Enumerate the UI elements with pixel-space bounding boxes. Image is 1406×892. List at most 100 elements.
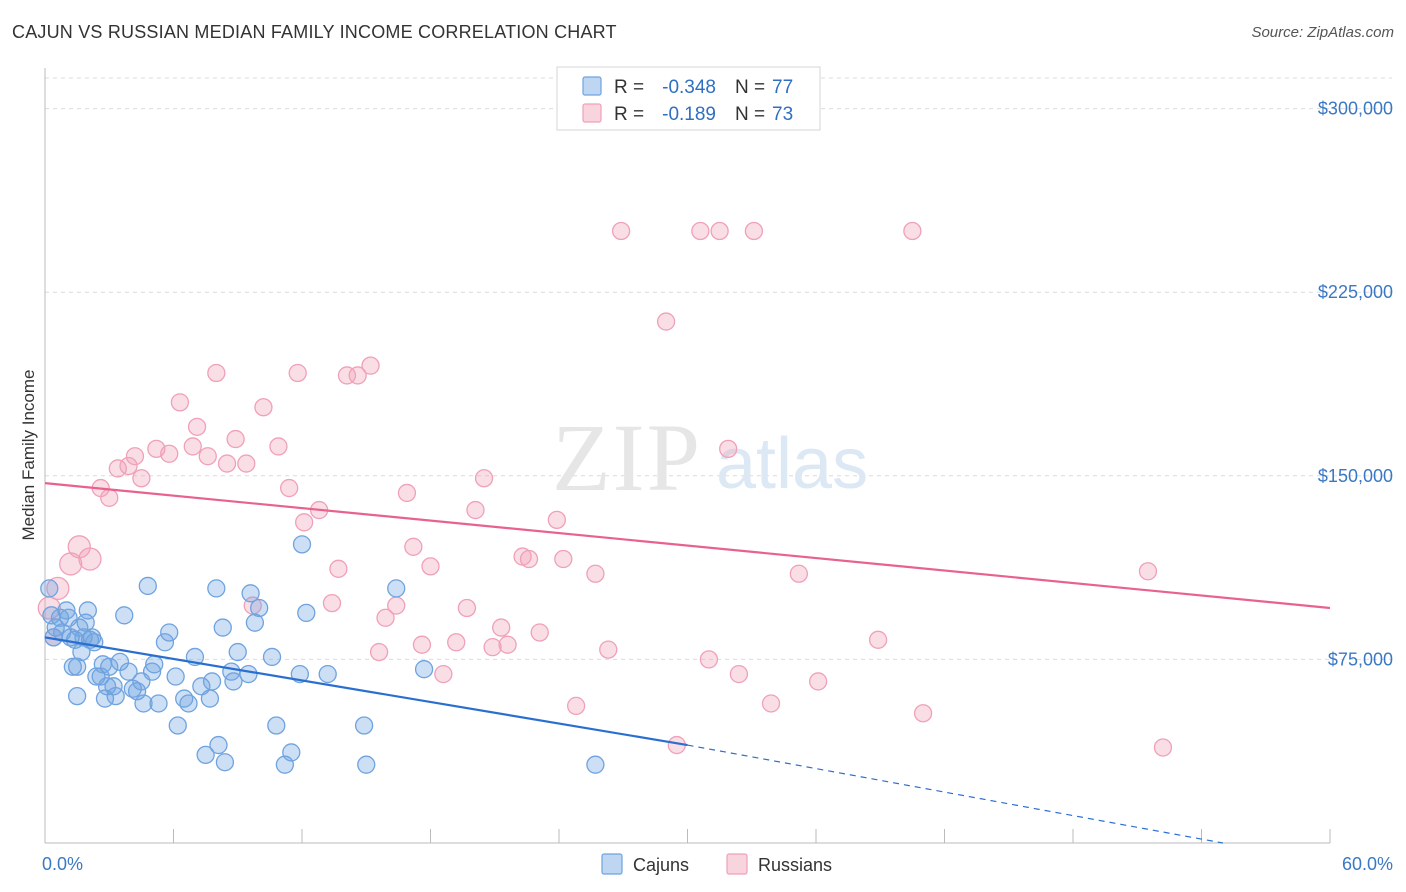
russian-point <box>207 363 226 383</box>
cajun-point <box>215 753 235 772</box>
cajun-point <box>155 633 175 652</box>
trend-lines <box>44 482 1331 844</box>
legend-r-label: R = <box>614 104 644 125</box>
russian-point <box>183 437 202 456</box>
y-tick-label: $75,000 <box>1328 649 1393 669</box>
cajun-point <box>267 716 286 735</box>
cajun-point <box>166 667 185 686</box>
x-tick-labels: 0.0% 60.0% <box>42 854 1393 874</box>
cajun-point <box>196 745 215 765</box>
russian-point <box>132 469 151 488</box>
cajun-point <box>145 655 164 674</box>
cajun-points <box>40 535 605 774</box>
watermark-atlas: atlas <box>716 424 868 504</box>
legend-n-value: 77 <box>772 77 793 98</box>
russian-point <box>611 221 631 241</box>
cajun-point <box>200 689 220 708</box>
russian-point <box>170 393 190 412</box>
cajun-point <box>245 613 265 632</box>
x-tick-label: 0.0% <box>42 854 83 874</box>
cajun-point <box>239 664 258 684</box>
russian-point <box>1138 562 1158 581</box>
cajun-point <box>202 672 222 691</box>
russian-point <box>599 640 618 659</box>
cajun-point <box>213 618 232 637</box>
cajuns-legend-swatch <box>601 853 623 875</box>
russian-point <box>397 483 417 503</box>
russian-point <box>903 221 922 241</box>
cajun-point <box>207 579 226 598</box>
cajun-point <box>40 579 59 598</box>
russian-point <box>404 537 423 556</box>
cajun-point <box>250 598 269 618</box>
cajun-point <box>67 657 87 676</box>
cajun-point <box>63 657 82 676</box>
russian-point <box>789 564 809 583</box>
russian-point <box>710 221 729 241</box>
cajun-trend-extension <box>687 744 1224 844</box>
cajun-point <box>586 755 605 774</box>
russian-point <box>187 417 207 436</box>
russian-point <box>412 635 432 654</box>
russian-point <box>447 633 466 652</box>
cajun-point <box>387 579 406 598</box>
cajun-point <box>100 657 119 676</box>
axes: Median Family Income <box>19 68 1331 844</box>
russian-point <box>519 549 539 569</box>
cajun-point <box>142 662 162 681</box>
cajun-point <box>357 755 376 774</box>
russian-point <box>586 564 605 583</box>
series-legend: Cajuns Russians <box>601 853 832 875</box>
cajun-point <box>57 601 76 620</box>
russian-point <box>119 456 138 476</box>
cajun-point <box>115 606 134 625</box>
cajun-point <box>292 535 312 554</box>
cajun-point <box>209 735 228 755</box>
russian-point <box>269 437 288 456</box>
watermark-zip: ZIP <box>552 404 702 511</box>
y-tick-label: $150,000 <box>1318 466 1393 486</box>
cajun-point <box>297 603 316 623</box>
cajun-point <box>241 584 260 603</box>
russian-point <box>492 618 511 637</box>
cajun-point <box>67 686 87 706</box>
russian-point <box>322 593 342 613</box>
cajun-trend-line <box>44 636 688 747</box>
cajun-point <box>354 716 374 735</box>
cajun-point <box>106 686 125 706</box>
russian-point <box>226 429 245 449</box>
cajun-point <box>85 633 104 652</box>
cajun-swatch <box>582 76 602 96</box>
russian-point <box>369 642 389 662</box>
cajun-point <box>149 694 168 713</box>
russian-point <box>913 704 933 723</box>
russian-points <box>37 221 1173 757</box>
russian-point <box>719 439 738 459</box>
russian-point <box>217 454 237 473</box>
x-tick-label: 60.0% <box>1342 854 1393 874</box>
russian-point <box>656 312 676 331</box>
russian-point <box>498 635 517 654</box>
russian-point <box>361 356 380 375</box>
cajun-point <box>228 642 247 662</box>
watermark: ZIP atlas <box>552 404 868 511</box>
russian-point <box>457 598 477 618</box>
russian-point <box>808 672 828 691</box>
russian-point <box>554 549 573 569</box>
y-tick-labels: $75,000 $150,000 $225,000 $300,000 <box>1318 99 1393 670</box>
cajun-point <box>134 694 153 713</box>
russian-point <box>108 459 127 478</box>
russian-point <box>1153 738 1173 757</box>
russian-swatch <box>582 103 602 123</box>
russian-point <box>78 547 102 571</box>
russian-point <box>348 366 367 385</box>
cajun-point <box>78 601 97 620</box>
russian-point <box>254 398 273 417</box>
cajun-point <box>262 647 282 667</box>
russian-point <box>100 488 119 507</box>
russian-point <box>699 650 719 669</box>
legend-n-value: 73 <box>772 104 793 125</box>
russian-point <box>547 510 567 530</box>
russian-point <box>279 478 299 498</box>
russian-point <box>474 469 494 488</box>
